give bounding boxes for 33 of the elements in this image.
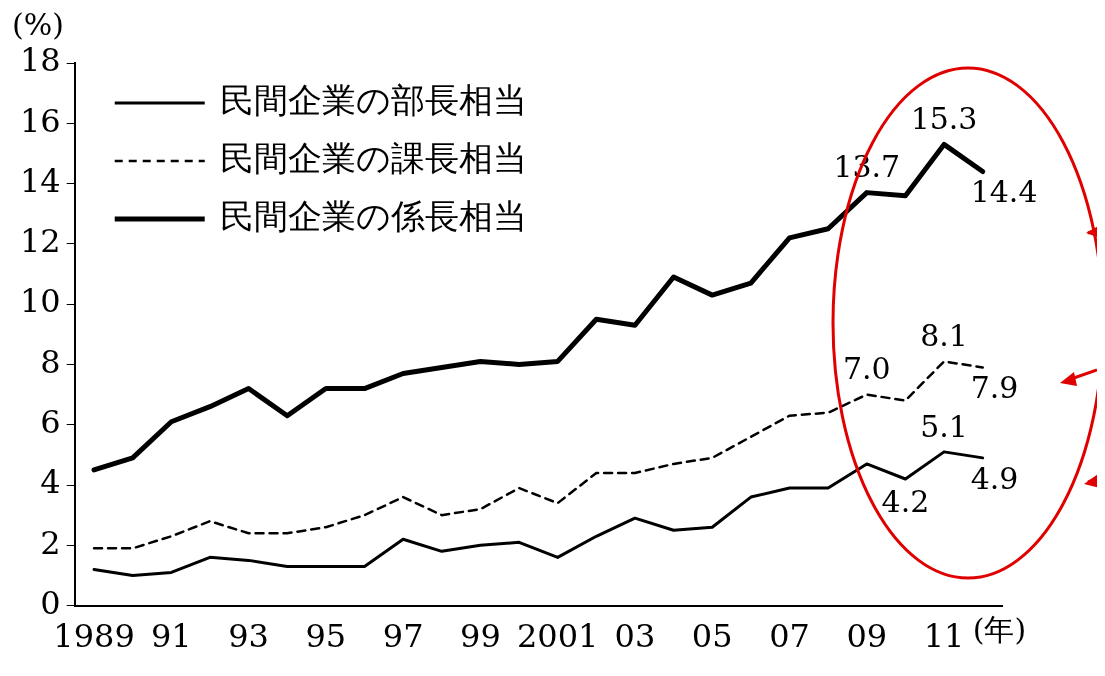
x-tick-label: 97 — [382, 617, 424, 656]
data-label: 4.2 — [881, 483, 930, 519]
x-tick-label: 03 — [614, 617, 656, 656]
y-tick-label: 16 — [20, 101, 61, 140]
y-tick-label: 8 — [40, 342, 61, 381]
data-label: 7.9 — [970, 370, 1019, 406]
x-tick-label: 09 — [846, 617, 888, 656]
x-tick-label: 91 — [150, 617, 192, 656]
legend-label: 民間企業の係長相当 — [219, 195, 527, 236]
data-label: 15.3 — [910, 101, 978, 137]
x-tick-label: 07 — [769, 617, 810, 656]
legend-label: 民間企業の部長相当 — [219, 79, 527, 120]
x-tick-label: 11 — [923, 617, 965, 656]
data-label: 4.9 — [970, 460, 1019, 496]
data-label: 5.1 — [920, 408, 968, 444]
x-tick-label: 95 — [305, 617, 347, 656]
legend-label: 民間企業の課長相当 — [219, 137, 527, 178]
y-tick-label: 4 — [40, 463, 61, 502]
y-tick-label: 10 — [20, 282, 61, 321]
y-tick-label: 14 — [20, 161, 61, 200]
x-tick-label: 93 — [228, 617, 269, 656]
data-label: 7.0 — [842, 351, 891, 387]
y-tick-label: 6 — [40, 403, 61, 442]
data-label: 14.4 — [970, 174, 1038, 210]
y-tick-label: 2 — [40, 523, 61, 562]
x-tick-label: 05 — [691, 617, 733, 656]
y-axis-title: (%) — [12, 6, 64, 42]
x-tick-label: 2001 — [516, 617, 599, 656]
data-label: 8.1 — [920, 318, 968, 354]
x-axis-title: (年) — [972, 612, 1027, 648]
y-tick-label: 12 — [20, 222, 61, 261]
x-tick-label: 99 — [460, 617, 501, 656]
y-tick-label: 18 — [20, 41, 61, 80]
